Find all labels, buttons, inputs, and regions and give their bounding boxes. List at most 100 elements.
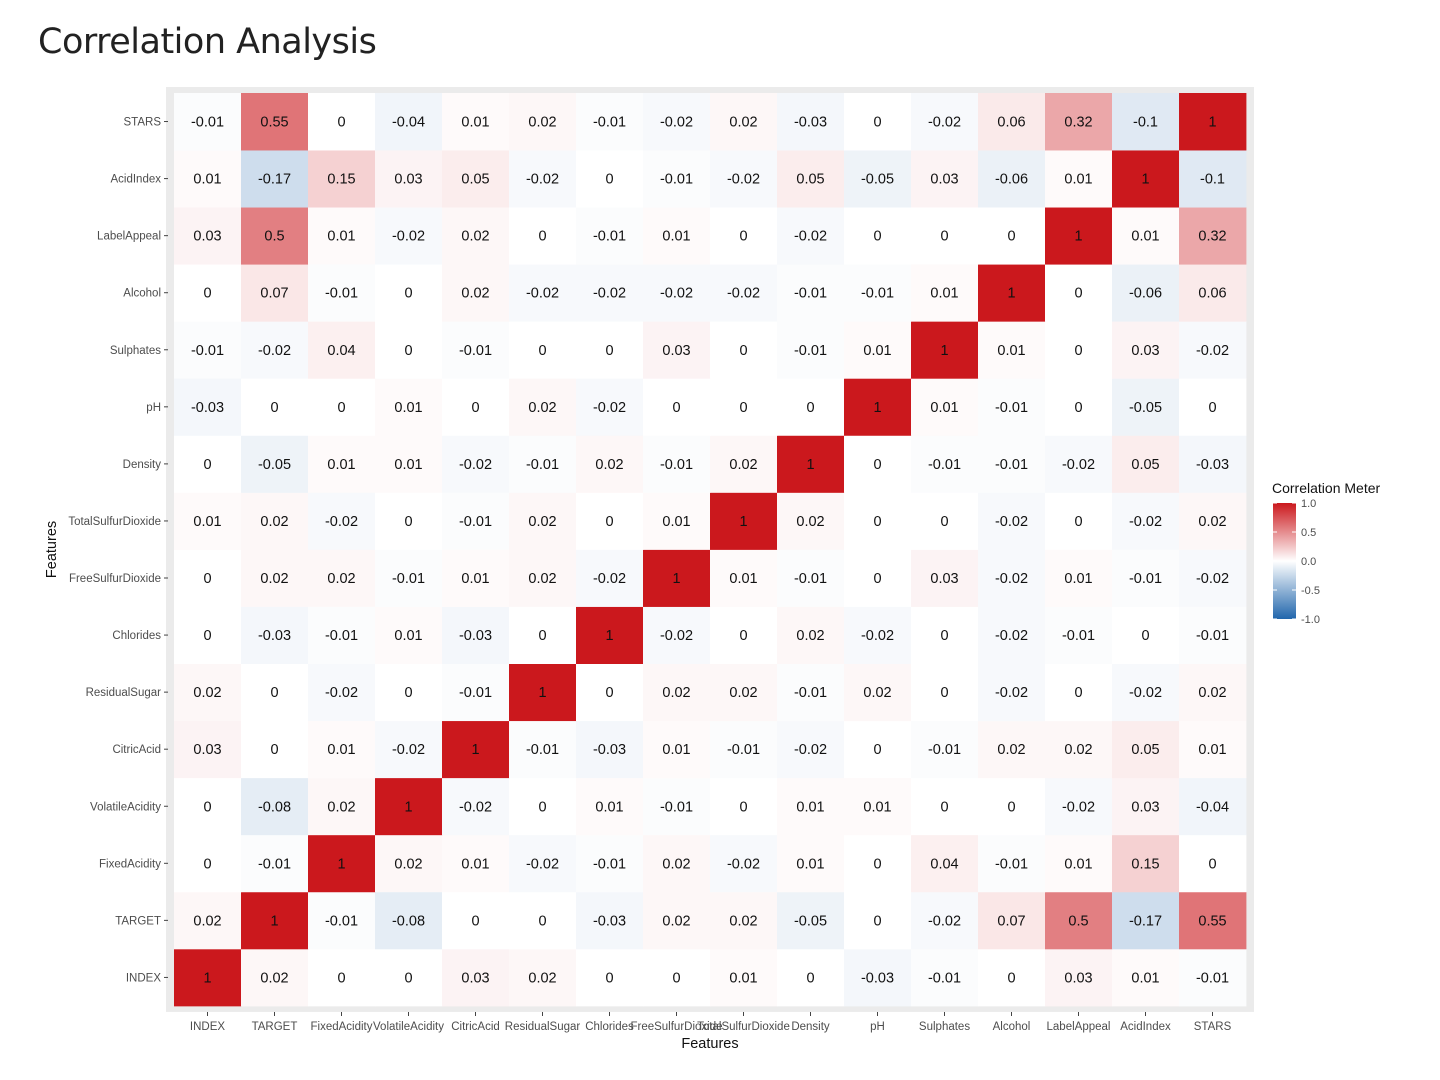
heatmap-cell	[710, 948, 778, 1007]
heatmap-cell	[710, 321, 778, 379]
cell-value-label: -0.01	[459, 514, 492, 530]
heatmap-cell	[509, 93, 577, 151]
cell-value-label: 0.01	[930, 286, 958, 302]
cell-value-label: -0.02	[593, 286, 626, 302]
cell-value-label: 0	[873, 913, 881, 929]
cell-value-label: -0.01	[1196, 628, 1229, 644]
heatmap-cell	[1045, 264, 1113, 322]
heatmap-value-labels: 1 0.02 0 0 0.03 0.02 0 0 0.01 0 -0.03 -0.01 0 0.03 0.0…	[191, 115, 1229, 987]
heatmap-cell	[911, 321, 979, 379]
cell-value-label: -0.01	[995, 856, 1028, 872]
heatmap-cell	[174, 150, 242, 208]
heatmap-cell	[375, 834, 443, 893]
heatmap-cell	[777, 891, 845, 950]
heatmap-cell	[643, 948, 711, 1007]
cell-value-label: 1	[270, 913, 278, 929]
cell-value-label: 0	[605, 514, 613, 530]
y-tick-label: VolatileAcidity	[90, 801, 161, 813]
heatmap-cell	[643, 834, 711, 893]
cell-value-label: 1	[337, 856, 345, 872]
heatmap-cell	[911, 549, 979, 607]
heatmap-cell	[1045, 150, 1113, 208]
heatmap-cell	[375, 378, 443, 436]
heatmap-cell	[1179, 777, 1247, 836]
heatmap-cell	[1179, 378, 1247, 436]
legend-tick-label: -0.5	[1301, 585, 1320, 597]
cell-value-label: 0.01	[1064, 856, 1092, 872]
heatmap-cell	[576, 492, 644, 550]
cell-value-label: 0	[940, 685, 948, 701]
cell-value-label: -0.03	[593, 913, 626, 929]
cell-value-label: -0.01	[1196, 970, 1229, 986]
heatmap-cell	[777, 492, 845, 550]
heatmap-cell	[576, 834, 644, 893]
heatmap-cell	[308, 663, 376, 722]
heatmap-cell	[844, 663, 912, 722]
cell-value-label: -0.02	[995, 685, 1028, 701]
cell-value-label: 0.03	[930, 571, 958, 587]
cell-value-label: 0.02	[394, 856, 422, 872]
cell-value-label: -0.01	[660, 172, 693, 188]
x-tick-label: CitricAcid	[451, 1021, 500, 1033]
heatmap-cell	[978, 207, 1046, 265]
cell-value-label: 1	[203, 970, 211, 986]
cell-value-label: 0.03	[1064, 970, 1092, 986]
heatmap-cell	[509, 663, 577, 722]
heatmap-cell	[978, 264, 1046, 322]
heatmap-cell	[375, 663, 443, 722]
legend-tick-label: 0.0	[1301, 556, 1316, 568]
heatmap-cell	[710, 777, 778, 836]
cell-value-label: -0.08	[392, 913, 425, 929]
cell-value-label: 0.01	[1198, 742, 1226, 758]
heatmap-cell	[777, 321, 845, 379]
cell-value-label: -0.02	[794, 742, 827, 758]
heatmap-cell	[643, 720, 711, 779]
cell-value-label: 0	[605, 172, 613, 188]
cell-value-label: -0.03	[258, 628, 291, 644]
cell-value-label: 0.02	[528, 400, 556, 416]
cell-value-label: 0	[538, 913, 546, 929]
cell-value-label: 1	[739, 514, 747, 530]
heatmap-cell	[710, 549, 778, 607]
cell-value-label: -0.02	[1062, 457, 1095, 473]
heatmap-cell	[844, 207, 912, 265]
heatmap-cell	[710, 891, 778, 950]
cell-value-label: 0.01	[1064, 172, 1092, 188]
heatmap-cell	[911, 606, 979, 664]
heatmap-cell	[308, 93, 376, 151]
page-title: Correlation Analysis	[38, 22, 377, 62]
cell-value-label: 0	[404, 343, 412, 359]
cell-value-label: 1	[1007, 286, 1015, 302]
heatmap-cell	[576, 264, 644, 322]
cell-value-label: 0.03	[930, 172, 958, 188]
cell-value-label: 0.02	[528, 970, 556, 986]
heatmap-cell	[643, 378, 711, 436]
heatmap-cell	[308, 948, 376, 1007]
heatmap-cell	[509, 549, 577, 607]
heatmap-cell	[1112, 663, 1180, 722]
heatmap-cell	[375, 606, 443, 664]
legend-tick-label: -1.0	[1301, 614, 1320, 626]
cell-value-label: 0	[203, 571, 211, 587]
cell-value-label: -0.01	[861, 286, 894, 302]
cell-value-label: 0	[337, 400, 345, 416]
heatmap-cell	[1179, 549, 1247, 607]
cell-value-label: 0.02	[662, 913, 690, 929]
cell-value-label: -0.02	[325, 514, 358, 530]
cell-value-label: 0	[270, 685, 278, 701]
heatmap-cell	[241, 492, 309, 550]
cell-value-label: 0	[873, 229, 881, 245]
heatmap-cell	[1112, 207, 1180, 265]
heatmap-cell	[174, 435, 242, 493]
heatmap-cell	[174, 948, 242, 1007]
cell-value-label: 0.01	[461, 571, 489, 587]
heatmap-cell	[978, 777, 1046, 836]
heatmap-cell	[442, 663, 510, 722]
cell-value-label: 0.06	[997, 115, 1025, 131]
heatmap-cell	[442, 720, 510, 779]
heatmap-cell	[576, 435, 644, 493]
cell-value-label: 0	[538, 343, 546, 359]
cell-value-label: 0	[203, 457, 211, 473]
heatmap-cell	[911, 492, 979, 550]
cell-value-label: -0.01	[794, 286, 827, 302]
